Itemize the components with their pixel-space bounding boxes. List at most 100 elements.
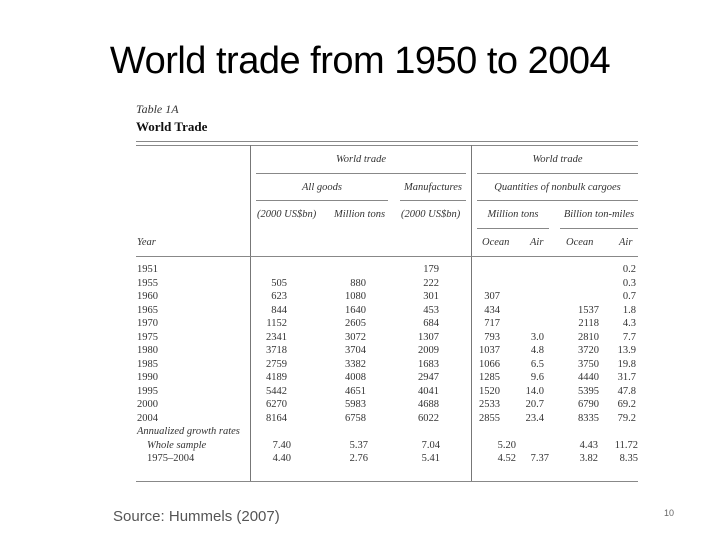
table-cell: 4.8	[530, 345, 544, 356]
table-cell: 4.43	[579, 439, 598, 451]
source-note: Source: Hummels (2007)	[113, 508, 280, 525]
table-cell: 1152	[266, 318, 287, 329]
table-cell: 13.9	[617, 345, 636, 356]
table-cell: 2118	[578, 318, 599, 329]
rule-group-right	[477, 173, 638, 174]
header-usd-bn-2: (2000 US$bn)	[401, 209, 461, 220]
table-cell: 684	[423, 318, 439, 329]
table-cell: 1307	[418, 331, 439, 343]
table-cell: 5.41	[421, 453, 440, 464]
slide-title: World trade from 1950 to 2004	[109, 40, 611, 82]
header-all-goods: All goods	[302, 182, 342, 193]
table-cell: 4041	[418, 385, 439, 397]
table-cell: 880	[350, 277, 366, 289]
header-manufactures: Manufactures	[404, 182, 462, 193]
table-cell: 6758	[345, 412, 366, 424]
header-ocean-1: Ocean	[482, 237, 510, 248]
table-cell: 5983	[345, 399, 366, 410]
table-cell: 4189	[266, 372, 287, 383]
table-cell: 31.7	[617, 372, 636, 383]
table-cell: 4.40	[272, 453, 291, 464]
row-year: 1955	[137, 277, 158, 289]
row-year: 1985	[137, 358, 158, 370]
table-cell: 2947	[418, 372, 439, 383]
row-year: 1965	[137, 304, 158, 316]
table-cell: 1683	[418, 358, 439, 370]
table-cell: 623	[271, 291, 287, 302]
growth-row-label: Whole sample	[147, 439, 207, 451]
table-cell: 7.7	[622, 331, 636, 343]
table-cell: 79.2	[617, 412, 636, 424]
table-cell: 8.35	[619, 453, 638, 464]
header-ocean-2: Ocean	[566, 237, 594, 248]
table-cell: 1080	[345, 291, 366, 302]
column-divider-right	[471, 145, 472, 481]
table-cell: 23.4	[525, 412, 544, 424]
table-cell: 222	[423, 277, 439, 289]
table-cell: 6270	[266, 399, 287, 410]
table-cell: 1640	[345, 304, 366, 316]
table-cell: 11.72	[614, 439, 638, 451]
table-cell: 4.52	[497, 453, 516, 464]
table-cell: 3.0	[530, 331, 544, 343]
header-world-trade-left: World trade	[335, 154, 387, 165]
rule-nonbulk	[477, 200, 638, 201]
table-cell: 1066	[479, 358, 500, 370]
table-cell: 2855	[479, 412, 500, 424]
table-cell: 0.7	[622, 291, 636, 302]
header-billion-ton-miles: Billion ton-miles	[563, 209, 635, 220]
table-cell: 434	[484, 304, 500, 316]
table-cell: 2759	[266, 358, 287, 370]
table-cell: 6790	[578, 399, 599, 410]
table-cell: 0.2	[622, 264, 636, 275]
table-cell: 9.6	[530, 372, 544, 383]
table-cell: 8335	[578, 412, 599, 424]
table-cell: 1285	[479, 372, 500, 383]
column-divider-left	[250, 145, 251, 481]
row-year: 1980	[137, 345, 158, 356]
header-year: Year	[137, 237, 156, 248]
table-cell: 69.2	[617, 399, 636, 410]
table-cell: 717	[484, 318, 500, 329]
header-million-tons-1: Million tons	[334, 209, 386, 220]
table-cell: 3704	[345, 345, 366, 356]
table-cell: 505	[271, 277, 287, 289]
header-usd-bn-1: (2000 US$bn)	[257, 209, 317, 220]
header-air-2: Air	[619, 237, 633, 248]
table-cell: 47.8	[617, 385, 636, 397]
table-cell: 3750	[578, 358, 599, 370]
rule-manufactures	[400, 200, 466, 201]
table-cell: 5395	[578, 385, 599, 397]
row-year: 1951	[137, 264, 158, 275]
header-million-tons-2: Million tons	[487, 209, 539, 220]
table-cell: 793	[484, 331, 500, 343]
table-cell: 2009	[418, 345, 439, 356]
table-cell: 6022	[418, 412, 439, 424]
table-cell: 179	[423, 264, 439, 275]
table-cell: 307	[484, 291, 500, 302]
table-cell: 6.5	[530, 358, 544, 370]
table-cell: 8164	[266, 412, 287, 424]
table-cell: 14.0	[525, 385, 544, 397]
table-cell: 4440	[578, 372, 599, 383]
row-year: 1995	[137, 385, 158, 397]
header-world-trade-right: World trade	[532, 154, 583, 165]
table-cell: 301	[423, 291, 439, 302]
table-cell: 3718	[266, 345, 287, 356]
table-cell: 20.7	[525, 399, 544, 410]
table-cell: 2810	[578, 331, 599, 343]
rule-billion-ton-miles	[560, 228, 638, 229]
header-nonbulk: Quantities of nonbulk cargoes	[494, 182, 621, 193]
row-year: 1975	[137, 331, 158, 343]
growth-rates-label: Annualized growth rates	[137, 426, 240, 437]
table-cell: 3382	[345, 358, 366, 370]
table-cell: 844	[271, 304, 287, 316]
table-cell: 2533	[479, 399, 500, 410]
table-cell: 7.04	[421, 439, 440, 451]
row-year: 1990	[137, 372, 158, 383]
table-cell: 1037	[479, 345, 500, 356]
table-label: Table 1A	[136, 102, 179, 116]
table-bottom-rule	[136, 481, 638, 482]
row-year: 1960	[137, 291, 158, 302]
rule-million-tons	[477, 228, 549, 229]
